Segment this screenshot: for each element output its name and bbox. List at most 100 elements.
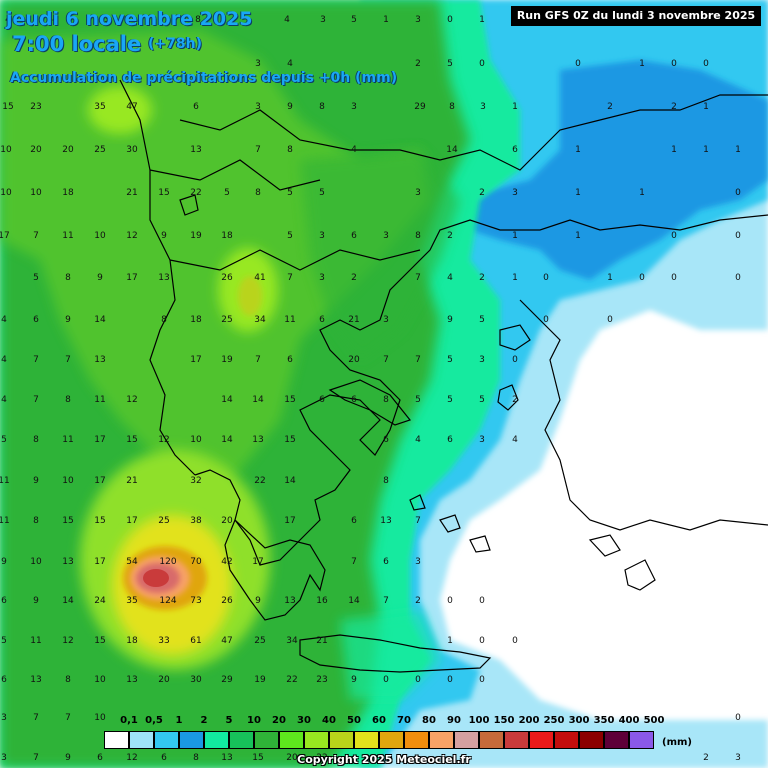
grid-value: 6 [1, 675, 7, 685]
grid-value: 7 [33, 713, 39, 723]
grid-value: 4 [287, 59, 293, 69]
grid-value: 42 [221, 557, 233, 567]
grid-value: 2 [607, 102, 613, 112]
grid-value: 22 [286, 675, 298, 685]
legend-tick: 30 [297, 715, 311, 726]
grid-value: 0 [607, 315, 613, 325]
grid-value: 8 [383, 476, 389, 486]
grid-value: 9 [1, 557, 7, 567]
legend-swatch [454, 731, 479, 749]
grid-value: 0 [735, 231, 741, 241]
grid-value: 1 [703, 102, 709, 112]
grid-value: 23 [316, 675, 328, 685]
grid-value: 18 [221, 231, 233, 241]
grid-value: 3 [512, 188, 518, 198]
grid-value: 13 [62, 557, 74, 567]
cyclades-2 [469, 535, 491, 553]
grid-value: 21 [126, 188, 138, 198]
grid-value: 13 [284, 596, 296, 606]
forecast-local-time: 7:00 locale [12, 32, 142, 56]
grid-value: 0 [671, 273, 677, 283]
grid-value: 1 [703, 145, 709, 155]
grid-value: 11 [284, 315, 296, 325]
run-info-box: Run GFS 0Z du lundi 3 novembre 2025 [511, 6, 761, 26]
legend-swatch [404, 731, 429, 749]
grid-value: 120 [159, 557, 177, 567]
grid-value: 0 [512, 636, 518, 646]
grid-value: 3 [415, 557, 421, 567]
grid-value: 3 [480, 102, 486, 112]
legend-tick: 50 [347, 715, 361, 726]
grid-value: 2 [703, 753, 709, 763]
grid-value: 22 [254, 476, 266, 486]
grid-value: 13 [30, 675, 42, 685]
grid-value: 21 [348, 315, 360, 325]
grid-value: 7 [383, 355, 389, 365]
legend-tick: 400 [618, 715, 640, 726]
crete-coast [299, 634, 492, 673]
grid-value: 18 [62, 188, 74, 198]
grid-value: 17 [126, 273, 138, 283]
grid-value: 11 [62, 231, 74, 241]
grid-value: 6 [287, 355, 293, 365]
grid-value: 15 [94, 636, 106, 646]
legend-swatch [129, 731, 154, 749]
grid-value: 25 [221, 315, 233, 325]
grid-value: 4 [1, 315, 7, 325]
grid-value: 15 [2, 102, 14, 112]
grid-value: 35 [94, 102, 106, 112]
grid-value: 10 [30, 188, 42, 198]
grid-value: 3 [415, 188, 421, 198]
grid-value: 3 [383, 231, 389, 241]
precip-blue [460, 60, 768, 280]
grid-value: 4 [351, 145, 357, 155]
grid-value: 30 [126, 145, 138, 155]
grid-value: 5 [447, 59, 453, 69]
grid-value: 8 [415, 231, 421, 241]
grid-value: 5 [319, 188, 325, 198]
grid-value: 3 [255, 102, 261, 112]
grid-value: 7 [415, 355, 421, 365]
precip-teal-south-sea [340, 610, 440, 700]
grid-value: 14 [446, 145, 458, 155]
cyclades-3 [409, 494, 426, 511]
grid-value: 7 [415, 516, 421, 526]
grid-value: 0 [543, 315, 549, 325]
grid-value: 14 [252, 395, 264, 405]
grid-value: 26 [221, 596, 233, 606]
legend-swatch [229, 731, 254, 749]
grid-value: 18 [126, 636, 138, 646]
grid-value: 34 [254, 315, 266, 325]
grid-value: 5 [479, 395, 485, 405]
grid-value: 5 [351, 15, 357, 25]
peloponnese-coast [224, 518, 326, 621]
grid-value: 0 [703, 59, 709, 69]
grid-value: 0 [575, 59, 581, 69]
grid-value: 47 [221, 636, 233, 646]
rhodes [624, 559, 656, 591]
grid-value: 13 [380, 516, 392, 526]
grid-value: 13 [158, 273, 170, 283]
grid-value: 7 [65, 713, 71, 723]
grid-value: 13 [126, 675, 138, 685]
grid-value: 7 [287, 273, 293, 283]
grid-value: 10 [94, 231, 106, 241]
legend-tick: 0,1 [120, 715, 138, 726]
grid-value: 0 [735, 188, 741, 198]
legend-swatch [104, 731, 129, 749]
grid-value: 17 [190, 355, 202, 365]
grid-value: 0 [447, 15, 453, 25]
grid-value: 13 [252, 435, 264, 445]
grid-value: 9 [97, 273, 103, 283]
grid-value: 0 [447, 596, 453, 606]
grid-value: 17 [252, 557, 264, 567]
legend-tick: 2 [200, 715, 208, 726]
grid-value: 8 [33, 516, 39, 526]
grid-value: 3 [351, 102, 357, 112]
legend-swatch [204, 731, 229, 749]
grid-value: 5 [33, 273, 39, 283]
grid-value: 32 [190, 476, 202, 486]
grid-value: 26 [221, 273, 233, 283]
grid-value: 18 [190, 315, 202, 325]
grid-value: 2 [479, 273, 485, 283]
